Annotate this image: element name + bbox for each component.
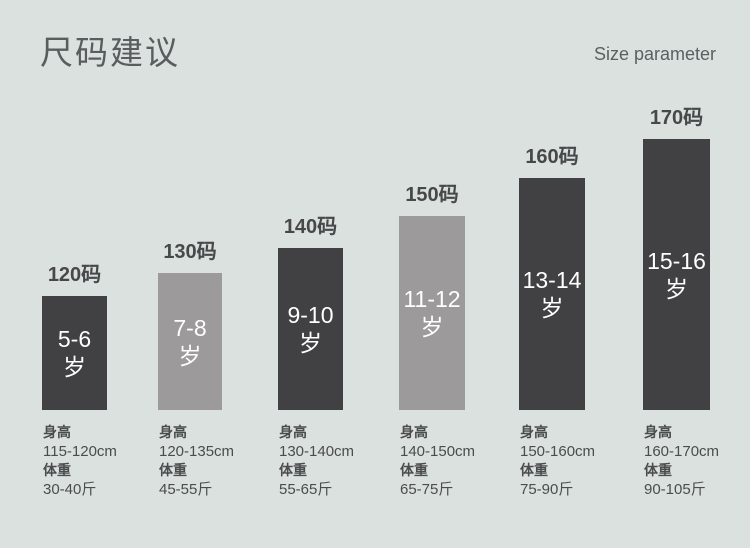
age-suffix: 岁 <box>178 342 202 369</box>
height-value: 130-140cm <box>279 443 355 460</box>
weight-label: 体重 <box>520 462 548 478</box>
weight-label: 体重 <box>159 462 187 478</box>
height-label: 身高 <box>43 424 71 440</box>
size-label: 160码 <box>525 146 579 168</box>
weight-label: 体重 <box>279 462 307 478</box>
age-range: 7-8 <box>173 314 207 341</box>
weight-value: 75-90斤 <box>520 481 574 498</box>
age-range: 11-12 <box>403 286 461 312</box>
size-column-140: 140码 9-10 岁 身高 130-140cm 体重 55-65斤 <box>278 0 354 498</box>
age-range: 9-10 <box>287 302 334 328</box>
height-label: 身高 <box>279 424 307 440</box>
size-info: 身高 115-120cm 体重 30-40斤 <box>43 423 155 499</box>
age-text: 9-10 岁 <box>278 248 343 410</box>
age-suffix: 岁 <box>665 275 688 302</box>
size-label: 140码 <box>283 216 338 238</box>
size-info: 身高 160-170cm 体重 90-105斤 <box>644 423 750 499</box>
size-bar: 13-14 岁 <box>519 178 585 410</box>
age-suffix: 岁 <box>63 354 86 380</box>
size-bar: 5-6 岁 <box>42 296 107 410</box>
height-value: 160-170cm <box>644 443 720 460</box>
weight-label: 体重 <box>644 462 672 478</box>
height-value: 150-160cm <box>520 443 596 460</box>
weight-value: 30-40斤 <box>43 481 97 498</box>
age-text: 7-8 岁 <box>158 273 222 410</box>
size-label: 150码 <box>405 184 459 206</box>
page-title: 尺码建议 <box>40 34 180 71</box>
height-value: 115-120cm <box>43 443 117 460</box>
size-label: 170码 <box>649 107 704 129</box>
size-column-120: 120码 5-6 岁 身高 115-120cm 体重 30-40斤 <box>42 0 117 498</box>
size-column-150: 150码 11-12 岁 身高 140-150cm 体重 65-75斤 <box>399 0 475 498</box>
size-bar: 9-10 岁 <box>278 248 343 410</box>
age-range: 13-14 <box>522 267 582 293</box>
weight-label: 体重 <box>43 462 71 478</box>
height-value: 120-135cm <box>159 443 235 460</box>
weight-value: 90-105斤 <box>644 481 706 498</box>
height-label: 身高 <box>520 424 548 440</box>
age-suffix: 岁 <box>540 295 564 321</box>
size-column-130: 130码 7-8 岁 身高 120-135cm 体重 45-55斤 <box>158 0 234 498</box>
age-text: 5-6 岁 <box>42 296 107 410</box>
age-text: 11-12 岁 <box>399 216 465 410</box>
size-column-170: 170码 15-16 岁 身高 160-170cm 体重 90-105斤 <box>643 0 719 498</box>
page-subtitle: Size parameter <box>593 44 716 64</box>
size-info: 身高 120-135cm 体重 45-55斤 <box>159 423 271 499</box>
weight-value: 65-75斤 <box>400 481 454 498</box>
size-bar: 15-16 岁 <box>643 139 710 410</box>
age-suffix: 岁 <box>299 330 322 356</box>
height-label: 身高 <box>159 424 187 440</box>
size-label: 120码 <box>47 264 102 286</box>
age-range: 5-6 <box>57 326 92 352</box>
weight-value: 45-55斤 <box>159 481 213 498</box>
weight-label: 体重 <box>400 462 428 478</box>
height-value: 140-150cm <box>400 443 476 460</box>
height-label: 身高 <box>644 424 672 440</box>
size-info: 身高 150-160cm 体重 75-90斤 <box>520 423 632 499</box>
age-text: 15-16 岁 <box>643 139 710 410</box>
weight-value: 55-65斤 <box>279 481 333 498</box>
height-label: 身高 <box>400 424 428 440</box>
size-info: 身高 140-150cm 体重 65-75斤 <box>400 423 512 499</box>
size-column-160: 160码 13-14 岁 身高 150-160cm 体重 75-90斤 <box>519 0 595 498</box>
size-bar: 7-8 岁 <box>158 273 222 410</box>
age-text: 13-14 岁 <box>519 178 585 410</box>
age-suffix: 岁 <box>420 314 444 340</box>
size-bar: 11-12 岁 <box>399 216 465 410</box>
size-info: 身高 130-140cm 体重 55-65斤 <box>279 423 391 499</box>
size-label: 130码 <box>163 241 217 263</box>
age-range: 15-16 <box>647 247 706 274</box>
